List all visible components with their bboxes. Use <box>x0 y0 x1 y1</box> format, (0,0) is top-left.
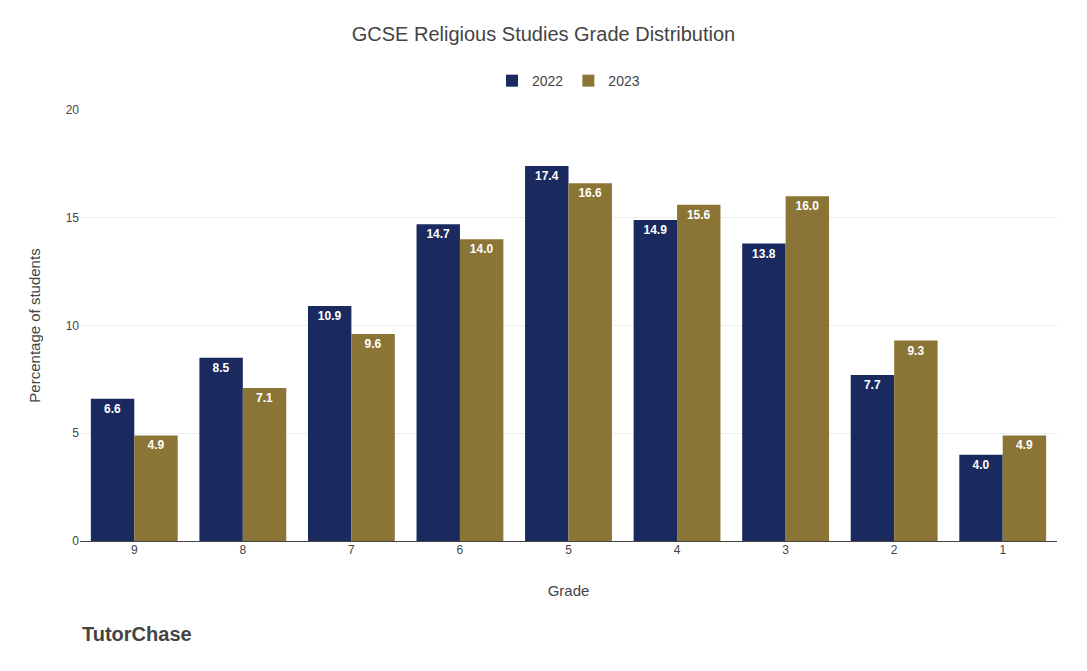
svg-text:4.9: 4.9 <box>1016 438 1033 452</box>
svg-text:5: 5 <box>72 426 79 440</box>
svg-text:14.7: 14.7 <box>426 227 450 241</box>
svg-text:2023: 2023 <box>608 73 639 89</box>
svg-text:4.0: 4.0 <box>973 458 990 472</box>
svg-text:7.7: 7.7 <box>864 378 881 392</box>
svg-text:14.9: 14.9 <box>644 223 668 237</box>
svg-text:Percentage of students: Percentage of students <box>26 248 43 402</box>
svg-text:7: 7 <box>348 543 355 557</box>
svg-text:4.9: 4.9 <box>147 438 164 452</box>
svg-text:10: 10 <box>66 319 80 333</box>
svg-text:9.6: 9.6 <box>365 337 382 351</box>
svg-text:13.8: 13.8 <box>752 247 776 261</box>
svg-text:5: 5 <box>565 543 572 557</box>
svg-text:15.6: 15.6 <box>687 208 711 222</box>
svg-text:15: 15 <box>66 211 80 225</box>
svg-text:6: 6 <box>457 543 464 557</box>
svg-text:2022: 2022 <box>532 73 563 89</box>
svg-text:GCSE Religious Studies Grade D: GCSE Religious Studies Grade Distributio… <box>352 23 736 45</box>
svg-text:8: 8 <box>239 543 246 557</box>
svg-text:10.9: 10.9 <box>318 309 342 323</box>
svg-text:9: 9 <box>131 543 138 557</box>
svg-text:17.4: 17.4 <box>535 169 559 183</box>
svg-text:9.3: 9.3 <box>907 344 924 358</box>
svg-text:14.0: 14.0 <box>470 242 494 256</box>
svg-text:8.5: 8.5 <box>213 361 230 375</box>
svg-text:3: 3 <box>782 543 789 557</box>
svg-text:20: 20 <box>66 103 80 117</box>
svg-text:6.6: 6.6 <box>104 402 121 416</box>
svg-text:1: 1 <box>999 543 1006 557</box>
svg-text:2: 2 <box>891 543 898 557</box>
svg-text:TutorChase: TutorChase <box>82 623 192 645</box>
svg-text:Grade: Grade <box>548 582 590 599</box>
svg-text:4: 4 <box>674 543 681 557</box>
svg-text:0: 0 <box>72 534 79 548</box>
svg-text:16.6: 16.6 <box>578 186 602 200</box>
svg-text:16.0: 16.0 <box>795 199 819 213</box>
svg-text:7.1: 7.1 <box>256 391 273 405</box>
